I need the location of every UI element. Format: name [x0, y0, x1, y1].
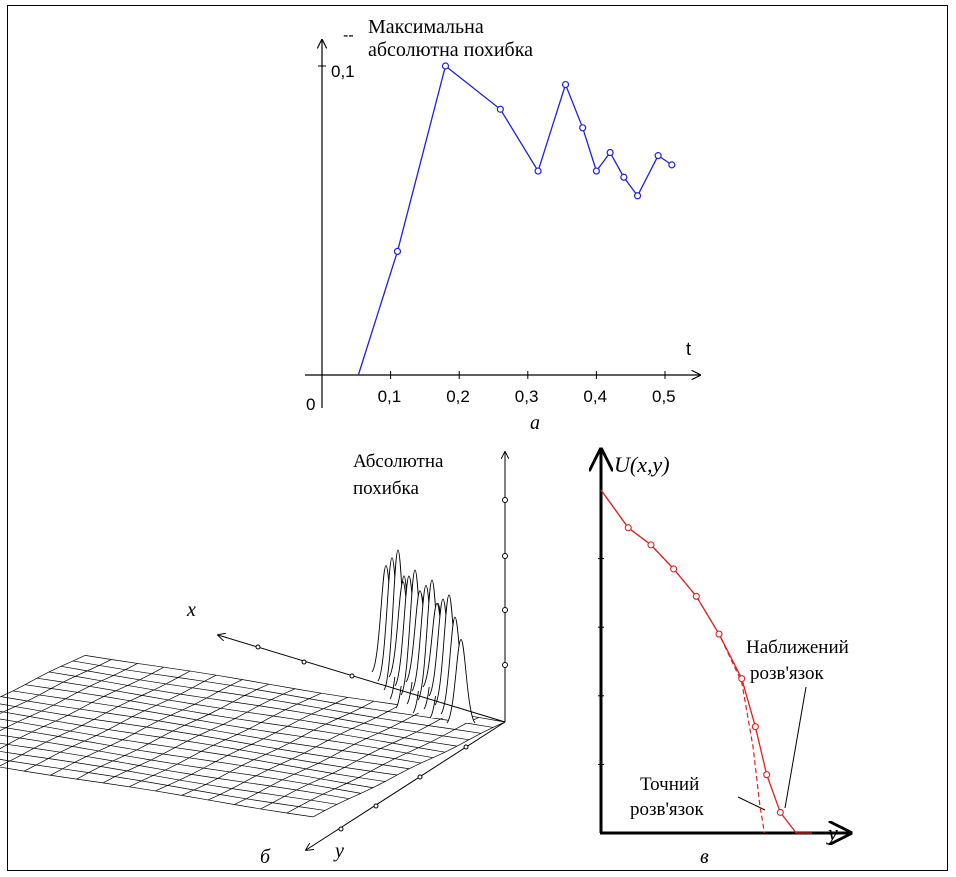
- panel-b-grid-line: [0, 703, 410, 770]
- panel-c-exact-label-line1: Точний: [640, 774, 699, 795]
- panel-a-data-point: [654, 152, 662, 160]
- panel-b-y-axis: [306, 721, 506, 850]
- panel-c-approx-line: [600, 489, 813, 834]
- panel-b-grid-line: [12, 690, 434, 759]
- panel-a-data-point: [668, 161, 676, 169]
- panel-b-x-label: x: [186, 599, 196, 621]
- panel-b-grid-line: [181, 700, 374, 796]
- panel-b-y-tick-mark: [463, 744, 469, 750]
- panel-b-grid-line: [207, 704, 401, 801]
- panel-b-grid-line: [0, 663, 138, 732]
- panel-a-data-point: [620, 173, 628, 181]
- panel-a-x-label: t: [686, 339, 691, 359]
- panel-b-z-tick-mark: [502, 607, 508, 613]
- panel-b-grid-line: [0, 655, 86, 698]
- panel-c-data-point: [692, 592, 700, 600]
- panel-b-z-label-line1: Абсолютна: [353, 451, 444, 472]
- panel-c-data-point: [670, 565, 678, 573]
- panel-a-data-point: [441, 62, 450, 70]
- panel-b-x-tick-mark: [255, 644, 261, 650]
- panel-b-z-tick-mark: [502, 553, 508, 559]
- panel-a-series-line: [357, 64, 673, 376]
- panel-a-data-point: [393, 247, 402, 255]
- panel-a-data-point: [496, 105, 504, 113]
- figure-frame: [7, 5, 948, 871]
- panel-b-grid-line: [312, 721, 506, 818]
- panel-c-exact-line: [600, 489, 766, 834]
- panel-b-chart: Абсолютна похибка x y б: [0, 451, 508, 868]
- panel-a-data-point: [633, 192, 642, 200]
- panel-c-exact-label-line2: розв'язок: [630, 799, 705, 820]
- panel-c-data-point: [763, 771, 771, 779]
- panel-a-title-prefix: --: [343, 27, 354, 44]
- panel-b-grid-line: [50, 679, 243, 776]
- panel-c-approx-leader: [784, 686, 807, 809]
- panel-b-grid-line: [0, 759, 326, 811]
- panel-b-y-tick-mark: [417, 774, 423, 780]
- panel-a-data-point: [606, 148, 614, 157]
- panel-a-data-point: [561, 80, 570, 89]
- panel-b-grid-line: [0, 734, 362, 794]
- panel-c-approx-label-line2: розв'язок: [750, 663, 825, 684]
- panel-c-data-point: [776, 808, 784, 816]
- panel-b-grid-line: [0, 766, 314, 818]
- panel-a-title-line1: Максимальна: [368, 16, 484, 38]
- panel-b-grid-line: [72, 660, 494, 728]
- panel-a-x-tick-label: 0,1: [378, 387, 402, 406]
- panel-c-data-point: [738, 675, 746, 683]
- panel-a-title-line2: абсолютна похибка: [368, 39, 533, 61]
- panel-b-grid-line: [60, 665, 482, 734]
- panel-c-data-point: [751, 723, 759, 731]
- panel-b-peak-curve: [446, 638, 476, 724]
- panel-c-approx-label-line1: Наближений: [746, 637, 849, 658]
- panel-a-chart: -- Максимальна абсолютна похибка 0,1 0 t…: [305, 16, 700, 434]
- panel-b-error-peaks: [371, 549, 476, 724]
- panel-b-y-tick-mark: [373, 803, 379, 809]
- panel-b-grid-line: [0, 696, 422, 764]
- panel-b-z-tick-mark: [502, 662, 508, 668]
- panel-b-grid-line: [0, 751, 338, 805]
- panel-b-grid-line: [102, 688, 296, 784]
- panel-b-grid-line: [286, 717, 479, 814]
- panel-b-x-axis: [218, 635, 506, 723]
- panel-b-grid-line: [0, 659, 112, 714]
- panel-b-grid-line: [24, 684, 446, 753]
- panel-a-x-tick-label: 0,5: [652, 387, 676, 406]
- panel-b-grid-line: [48, 671, 470, 741]
- panel-a-panel-label: а: [530, 412, 540, 434]
- panel-a-data-point: [534, 167, 542, 175]
- panel-b-y-label: y: [333, 840, 344, 862]
- panel-b-x-tick-mark: [301, 659, 307, 665]
- panel-a-x-tick-label: 0,3: [515, 387, 539, 406]
- panel-b-surface-grid: [0, 655, 506, 818]
- panel-c-data-point: [647, 541, 655, 549]
- panel-a-x-tick-label: 0,2: [446, 387, 470, 406]
- panel-a-x-tick-label: 0,4: [583, 387, 607, 406]
- panel-c-panel-label: в: [700, 846, 709, 868]
- panel-b-axes: [218, 452, 508, 850]
- panel-b-z-tick-mark: [502, 497, 508, 503]
- panel-b-grid-line: [0, 742, 350, 800]
- panel-a-data-point: [592, 167, 601, 175]
- panel-b-panel-label: б: [260, 846, 271, 868]
- panel-b-grid-line: [0, 726, 374, 789]
- panel-a-origin-label: 0: [306, 395, 315, 414]
- panel-c-y-label: U(x,y): [614, 452, 670, 477]
- panel-c-data-point: [624, 524, 632, 532]
- panel-b-grid-line: [234, 708, 427, 805]
- panel-c-data-point: [715, 630, 723, 638]
- panel-c-exact-leader: [737, 796, 766, 811]
- panel-b-grid-line: [0, 718, 386, 782]
- panel-a-data-point: [579, 124, 587, 132]
- panel-b-z-label-line2: похибка: [353, 478, 419, 499]
- panel-c-chart: U(x,y) y в Наближений розв'язок Точний р…: [598, 450, 850, 868]
- panel-b-grid-line: [76, 683, 269, 780]
- panel-b-grid-line: [0, 711, 398, 776]
- panel-b-y-tick-mark: [338, 826, 344, 832]
- panel-a-y-tick-label: 0,1: [331, 62, 355, 81]
- panel-b-x-tick-mark: [349, 673, 355, 679]
- panel-b-grid-line: [36, 677, 458, 747]
